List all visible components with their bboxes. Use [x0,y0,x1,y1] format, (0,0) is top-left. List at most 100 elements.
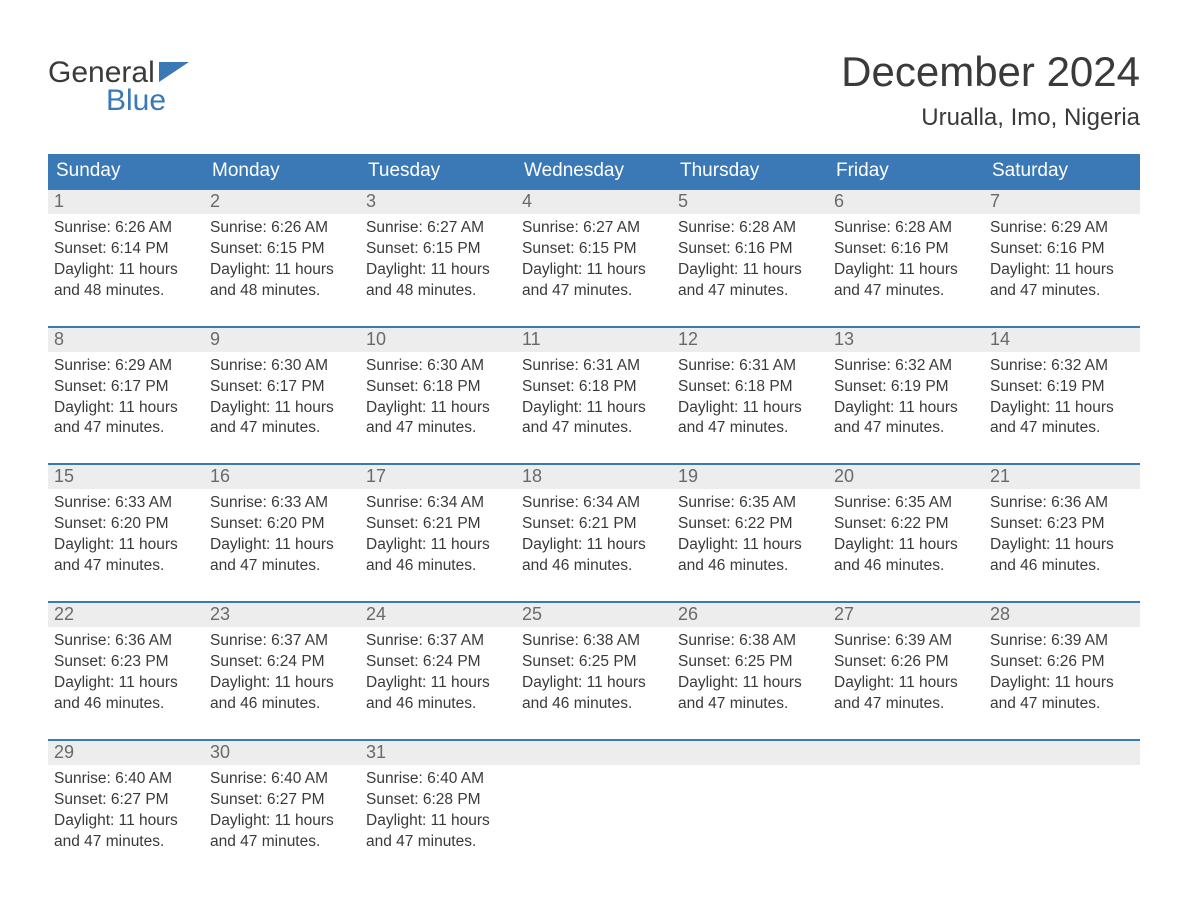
day-number: 14 [984,328,1140,352]
daylight-text: Daylight: 11 hours [990,398,1134,419]
day-number: 8 [48,328,204,352]
sunset-text: Sunset: 6:28 PM [366,790,510,811]
daylight-text: Daylight: 11 hours [366,811,510,832]
daylight-text: and 46 minutes. [366,556,510,577]
day-cell [984,741,1140,857]
day-body: Sunrise: 6:37 AMSunset: 6:24 PMDaylight:… [204,627,360,719]
daylight-text: Daylight: 11 hours [210,535,354,556]
sunset-text: Sunset: 6:18 PM [678,377,822,398]
day-cell: 6Sunrise: 6:28 AMSunset: 6:16 PMDaylight… [828,190,984,306]
day-cell: 18Sunrise: 6:34 AMSunset: 6:21 PMDayligh… [516,465,672,581]
day-number [672,741,828,765]
day-cell: 2Sunrise: 6:26 AMSunset: 6:15 PMDaylight… [204,190,360,306]
weekday-header: Thursday [672,154,828,188]
day-body: Sunrise: 6:27 AMSunset: 6:15 PMDaylight:… [360,214,516,306]
day-number: 28 [984,603,1140,627]
daylight-text: Daylight: 11 hours [834,673,978,694]
daylight-text: and 47 minutes. [990,694,1134,715]
day-body: Sunrise: 6:40 AMSunset: 6:27 PMDaylight:… [204,765,360,857]
day-number: 5 [672,190,828,214]
daylight-text: and 46 minutes. [990,556,1134,577]
day-body: Sunrise: 6:38 AMSunset: 6:25 PMDaylight:… [672,627,828,719]
daylight-text: Daylight: 11 hours [990,535,1134,556]
sunset-text: Sunset: 6:18 PM [522,377,666,398]
day-number: 17 [360,465,516,489]
daylight-text: Daylight: 11 hours [210,811,354,832]
day-cell: 31Sunrise: 6:40 AMSunset: 6:28 PMDayligh… [360,741,516,857]
sunrise-text: Sunrise: 6:32 AM [834,356,978,377]
day-cell: 1Sunrise: 6:26 AMSunset: 6:14 PMDaylight… [48,190,204,306]
sunrise-text: Sunrise: 6:33 AM [54,493,198,514]
daylight-text: and 47 minutes. [678,418,822,439]
day-number: 29 [48,741,204,765]
sunrise-text: Sunrise: 6:30 AM [210,356,354,377]
daylight-text: Daylight: 11 hours [678,535,822,556]
sunrise-text: Sunrise: 6:31 AM [678,356,822,377]
daylight-text: Daylight: 11 hours [210,260,354,281]
day-cell: 10Sunrise: 6:30 AMSunset: 6:18 PMDayligh… [360,328,516,444]
weekday-header: Wednesday [516,154,672,188]
day-cell: 23Sunrise: 6:37 AMSunset: 6:24 PMDayligh… [204,603,360,719]
sunrise-text: Sunrise: 6:27 AM [522,218,666,239]
sunrise-text: Sunrise: 6:40 AM [210,769,354,790]
sunset-text: Sunset: 6:27 PM [54,790,198,811]
daylight-text: and 46 minutes. [366,694,510,715]
day-number: 22 [48,603,204,627]
sunrise-text: Sunrise: 6:38 AM [678,631,822,652]
day-body: Sunrise: 6:30 AMSunset: 6:18 PMDaylight:… [360,352,516,444]
day-cell: 28Sunrise: 6:39 AMSunset: 6:26 PMDayligh… [984,603,1140,719]
day-cell: 25Sunrise: 6:38 AMSunset: 6:25 PMDayligh… [516,603,672,719]
day-number: 4 [516,190,672,214]
day-number: 21 [984,465,1140,489]
sunset-text: Sunset: 6:22 PM [834,514,978,535]
day-number: 10 [360,328,516,352]
daylight-text: and 46 minutes. [54,694,198,715]
daylight-text: Daylight: 11 hours [210,398,354,419]
daylight-text: and 47 minutes. [522,418,666,439]
sunrise-text: Sunrise: 6:35 AM [678,493,822,514]
sunset-text: Sunset: 6:26 PM [834,652,978,673]
location: Urualla, Imo, Nigeria [841,104,1140,132]
daylight-text: and 48 minutes. [210,281,354,302]
daylight-text: and 46 minutes. [678,556,822,577]
daylight-text: and 47 minutes. [210,832,354,853]
daylight-text: and 47 minutes. [678,281,822,302]
day-number: 15 [48,465,204,489]
day-number: 11 [516,328,672,352]
day-cell: 19Sunrise: 6:35 AMSunset: 6:22 PMDayligh… [672,465,828,581]
daylight-text: Daylight: 11 hours [366,398,510,419]
month-title: December 2024 [841,48,1140,96]
daylight-text: and 47 minutes. [210,556,354,577]
day-body: Sunrise: 6:35 AMSunset: 6:22 PMDaylight:… [672,489,828,581]
day-number: 31 [360,741,516,765]
daylight-text: and 47 minutes. [522,281,666,302]
day-body: Sunrise: 6:32 AMSunset: 6:19 PMDaylight:… [984,352,1140,444]
sunrise-text: Sunrise: 6:28 AM [834,218,978,239]
day-cell: 11Sunrise: 6:31 AMSunset: 6:18 PMDayligh… [516,328,672,444]
day-cell: 26Sunrise: 6:38 AMSunset: 6:25 PMDayligh… [672,603,828,719]
day-body: Sunrise: 6:33 AMSunset: 6:20 PMDaylight:… [48,489,204,581]
day-cell: 22Sunrise: 6:36 AMSunset: 6:23 PMDayligh… [48,603,204,719]
day-cell: 12Sunrise: 6:31 AMSunset: 6:18 PMDayligh… [672,328,828,444]
sunrise-text: Sunrise: 6:39 AM [990,631,1134,652]
daylight-text: and 46 minutes. [522,694,666,715]
day-number: 6 [828,190,984,214]
day-body: Sunrise: 6:29 AMSunset: 6:17 PMDaylight:… [48,352,204,444]
sunset-text: Sunset: 6:23 PM [54,652,198,673]
daylight-text: Daylight: 11 hours [54,260,198,281]
weekday-header: Tuesday [360,154,516,188]
day-body: Sunrise: 6:37 AMSunset: 6:24 PMDaylight:… [360,627,516,719]
daylight-text: Daylight: 11 hours [990,673,1134,694]
week-row: 29Sunrise: 6:40 AMSunset: 6:27 PMDayligh… [48,739,1140,857]
day-body: Sunrise: 6:33 AMSunset: 6:20 PMDaylight:… [204,489,360,581]
sunrise-text: Sunrise: 6:29 AM [54,356,198,377]
sunrise-text: Sunrise: 6:28 AM [678,218,822,239]
day-body: Sunrise: 6:39 AMSunset: 6:26 PMDaylight:… [828,627,984,719]
sunset-text: Sunset: 6:15 PM [366,239,510,260]
sunset-text: Sunset: 6:17 PM [54,377,198,398]
day-body: Sunrise: 6:39 AMSunset: 6:26 PMDaylight:… [984,627,1140,719]
day-cell: 5Sunrise: 6:28 AMSunset: 6:16 PMDaylight… [672,190,828,306]
sunset-text: Sunset: 6:26 PM [990,652,1134,673]
day-body: Sunrise: 6:30 AMSunset: 6:17 PMDaylight:… [204,352,360,444]
day-number: 7 [984,190,1140,214]
